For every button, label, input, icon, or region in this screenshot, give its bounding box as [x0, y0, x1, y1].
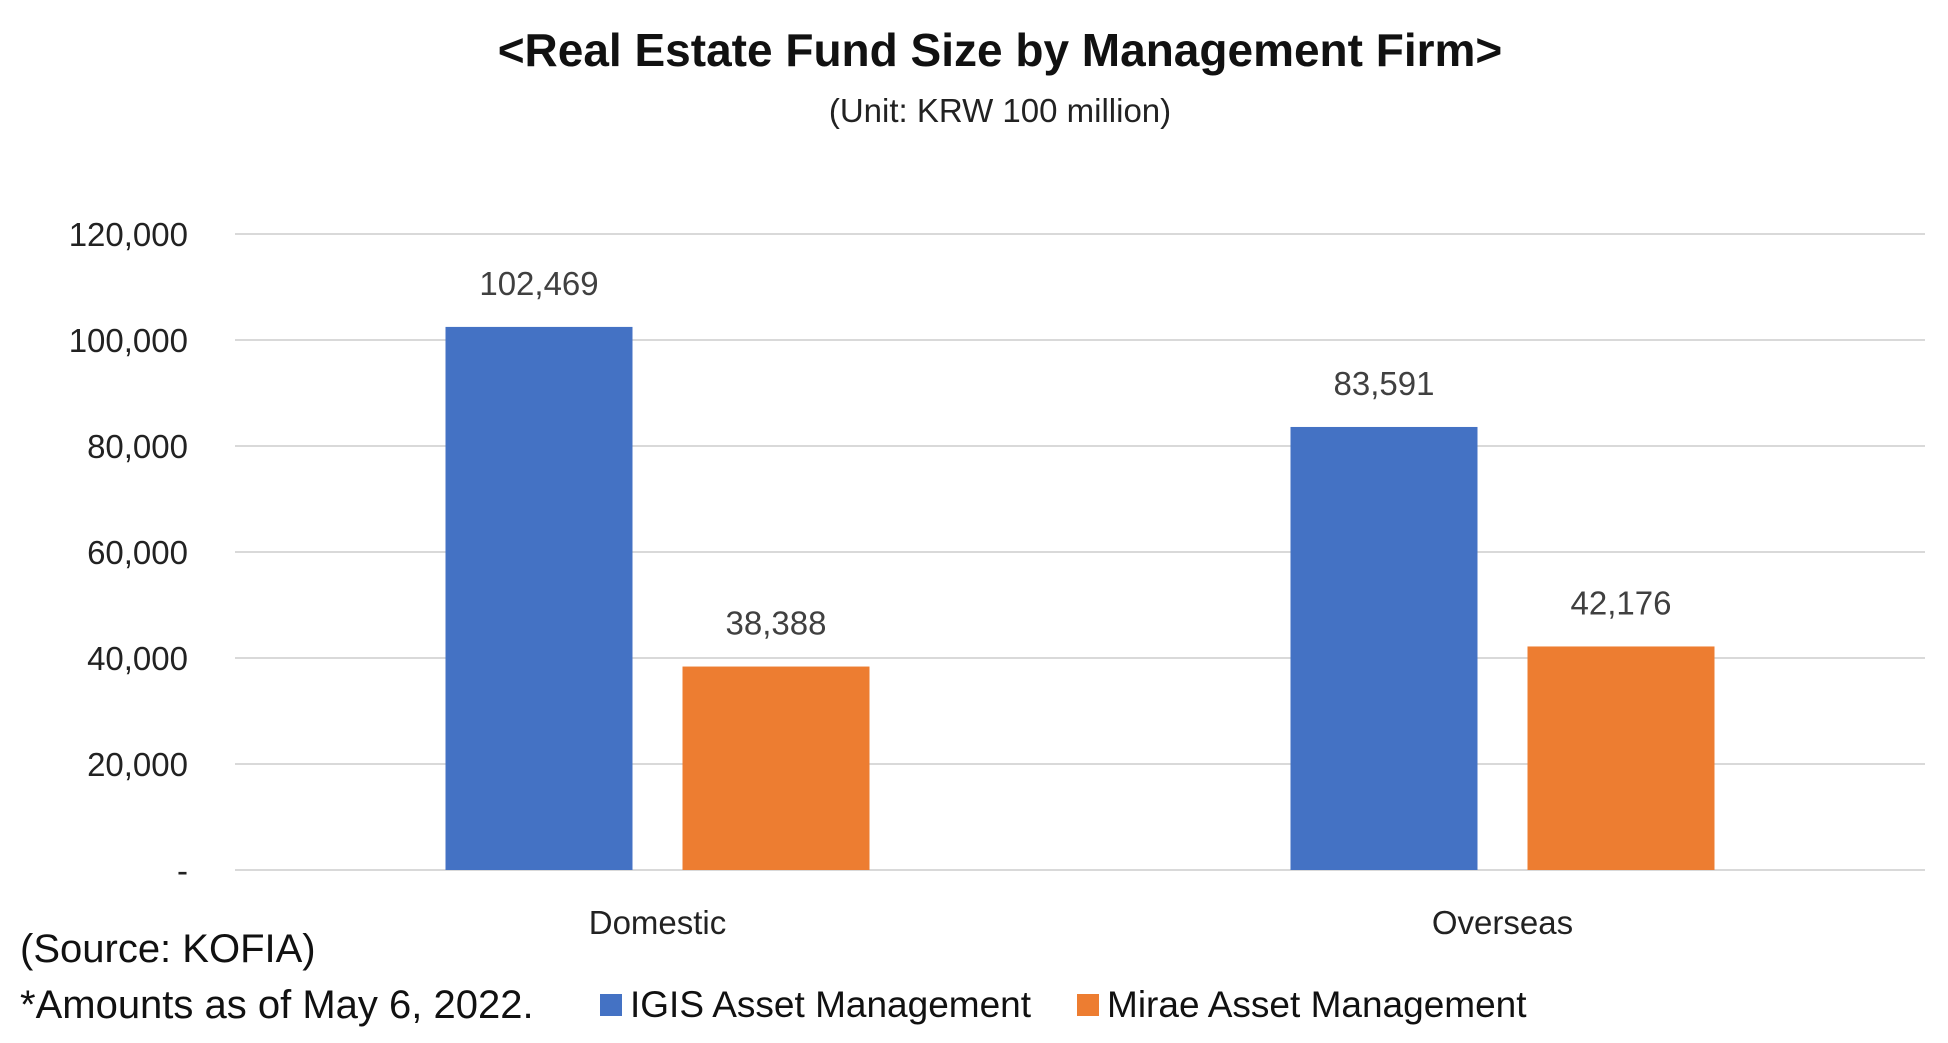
- y-tick-label: 120,000: [69, 216, 188, 253]
- x-axis-categories: Domestic Overseas: [589, 904, 1573, 941]
- data-label: 38,388: [726, 605, 827, 642]
- bar-mirae-asset-management-overseas: [1527, 646, 1715, 870]
- amounts-note: *Amounts as of May 6, 2022.: [20, 983, 534, 1027]
- data-labels: 102,469 38,388 83,591 42,176: [479, 265, 1671, 642]
- bar-igis-asset-management-domestic: [445, 326, 633, 870]
- data-label: 42,176: [1571, 584, 1672, 621]
- y-tick-label: 100,000: [69, 322, 188, 359]
- data-label: 83,591: [1334, 365, 1435, 402]
- y-tick-label: 40,000: [87, 640, 188, 677]
- source-note: (Source: KOFIA): [20, 927, 316, 971]
- y-tick-label: 60,000: [87, 534, 188, 571]
- y-tick-label: 20,000: [87, 746, 188, 783]
- legend-swatch: [1077, 994, 1099, 1016]
- legend: IGIS Asset Management Mirae Asset Managem…: [600, 984, 1527, 1025]
- bar-mirae-asset-management-domestic: [682, 666, 870, 870]
- category-label: Overseas: [1432, 904, 1573, 941]
- chart-title: <Real Estate Fund Size by Management Fir…: [498, 24, 1503, 76]
- data-label: 102,469: [479, 265, 598, 302]
- y-tick-label: 80,000: [87, 428, 188, 465]
- bar-igis-asset-management-overseas: [1290, 426, 1478, 870]
- chart-subtitle: (Unit: KRW 100 million): [829, 92, 1171, 129]
- legend-label: IGIS Asset Management: [630, 984, 1032, 1025]
- bars: [445, 326, 1715, 870]
- legend-label: Mirae Asset Management: [1107, 984, 1527, 1025]
- y-axis-ticks: - 20,000 40,000 60,000 80,000 100,000 120,000: [69, 216, 188, 889]
- legend-swatch: [600, 994, 622, 1016]
- y-tick-label: -: [177, 852, 188, 889]
- category-label: Domestic: [589, 904, 727, 941]
